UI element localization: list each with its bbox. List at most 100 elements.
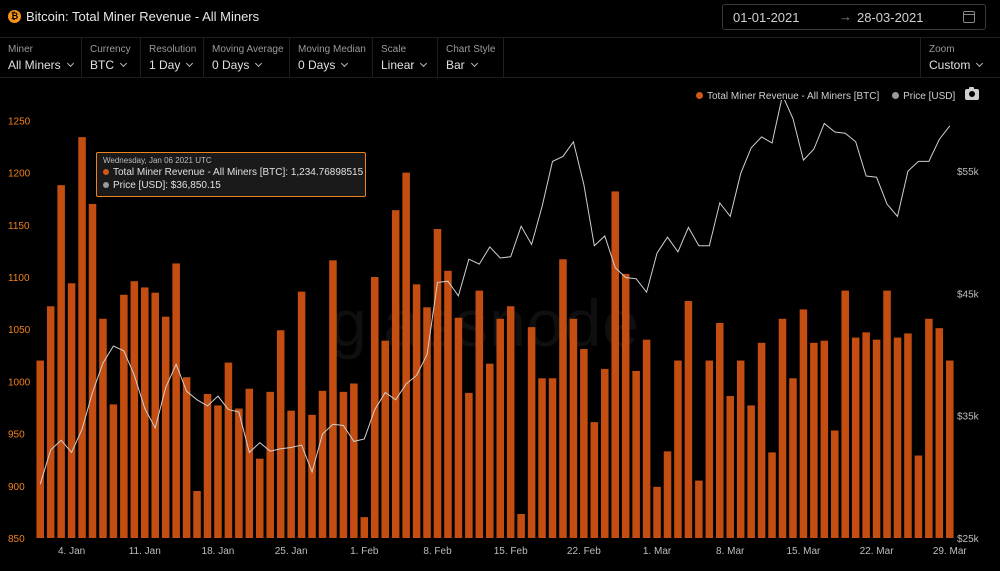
bar[interactable] [517,513,525,538]
bar[interactable] [318,390,327,538]
bar[interactable] [538,378,546,538]
moving-median-select[interactable]: Moving Median 0 Days [290,38,373,78]
bar[interactable] [684,301,693,538]
scale-select[interactable]: Scale Linear [373,38,438,78]
bar[interactable] [266,391,274,538]
chart-style-select[interactable]: Chart Style Bar [438,38,504,78]
bar[interactable] [161,316,170,538]
bar[interactable] [88,203,97,538]
bar[interactable] [914,455,923,538]
bar[interactable] [632,370,640,538]
bar[interactable] [768,452,776,538]
bar[interactable] [716,322,724,538]
bar[interactable] [193,491,201,538]
bar[interactable] [736,360,745,538]
bar[interactable] [276,330,285,538]
bar[interactable] [46,306,55,538]
bar[interactable] [663,451,672,538]
moving-average-select[interactable]: Moving Average 0 Days [204,38,290,78]
bar[interactable] [454,317,463,538]
bar[interactable] [674,360,682,538]
bar[interactable] [402,172,410,538]
bar[interactable] [391,210,400,538]
bar[interactable] [747,405,755,538]
legend-item-revenue[interactable]: Total Miner Revenue - All Miners [BTC] [696,91,879,102]
bar[interactable] [810,342,818,538]
bar[interactable] [726,396,734,538]
legend-item-price[interactable]: Price [USD] [892,91,955,102]
bar[interactable] [287,410,295,538]
bar[interactable] [601,368,609,538]
bar[interactable] [57,185,65,538]
bar[interactable] [109,404,118,538]
bar[interactable] [360,517,369,538]
currency-select[interactable]: Currency BTC [82,38,141,78]
bar[interactable] [78,137,86,538]
bar[interactable] [381,340,389,538]
bar[interactable] [642,339,651,538]
bar[interactable] [778,318,787,538]
bar[interactable] [245,388,254,538]
bar[interactable] [548,378,557,538]
bar[interactable] [412,284,421,538]
bar[interactable] [506,306,515,538]
bar[interactable] [99,318,107,538]
bar[interactable] [757,342,766,538]
bar[interactable] [569,318,578,538]
bar[interactable] [151,292,159,538]
bar[interactable] [329,260,337,538]
bar[interactable] [611,191,619,539]
bar[interactable] [862,332,870,538]
bar[interactable] [486,363,494,538]
bar[interactable] [182,377,191,538]
date-range-picker[interactable]: 01-01-2021 → 28-03-2021 [722,4,986,30]
bar[interactable] [350,383,358,539]
bar[interactable] [946,360,954,538]
bar[interactable] [256,458,264,538]
bar[interactable] [799,309,808,538]
bar[interactable] [67,283,76,538]
bar[interactable] [893,337,902,538]
bar[interactable] [130,281,139,538]
resolution-select[interactable]: Resolution 1 Day [141,38,204,78]
bar[interactable] [444,270,452,538]
bar[interactable] [872,339,881,538]
bar[interactable] [789,378,797,538]
date-start-input[interactable]: 01-01-2021 [733,10,800,25]
bar[interactable] [465,392,473,538]
bar[interactable] [925,318,933,538]
bar[interactable] [433,229,442,538]
bar[interactable] [841,290,849,538]
bar[interactable] [820,340,829,538]
bar[interactable] [224,362,233,538]
bar[interactable] [308,414,316,538]
bar[interactable] [297,291,306,538]
miner-select[interactable]: Miner All Miners [0,38,82,78]
bar[interactable] [590,422,599,538]
bar[interactable] [141,287,149,538]
date-end-input[interactable]: 28-03-2021 [857,10,924,25]
bar[interactable] [580,349,588,538]
bar[interactable] [371,277,379,538]
bar[interactable] [203,393,212,538]
bar[interactable] [496,318,504,538]
calendar-icon[interactable] [963,11,975,23]
bar[interactable] [120,294,128,538]
bar[interactable] [705,360,714,538]
bar[interactable] [883,290,891,538]
bar[interactable] [36,360,44,538]
bar[interactable] [527,327,536,538]
bar[interactable] [214,405,222,538]
bar[interactable] [559,259,567,538]
bar[interactable] [653,486,661,538]
camera-icon[interactable] [965,87,979,100]
bar[interactable] [935,328,944,538]
bar[interactable] [621,273,630,538]
bar[interactable] [831,430,839,538]
bar[interactable] [235,408,243,538]
bar[interactable] [475,290,484,538]
bar[interactable] [851,337,860,538]
bar[interactable] [695,480,703,538]
zoom-select[interactable]: Zoom Custom [920,38,1000,78]
bar[interactable] [172,263,180,538]
